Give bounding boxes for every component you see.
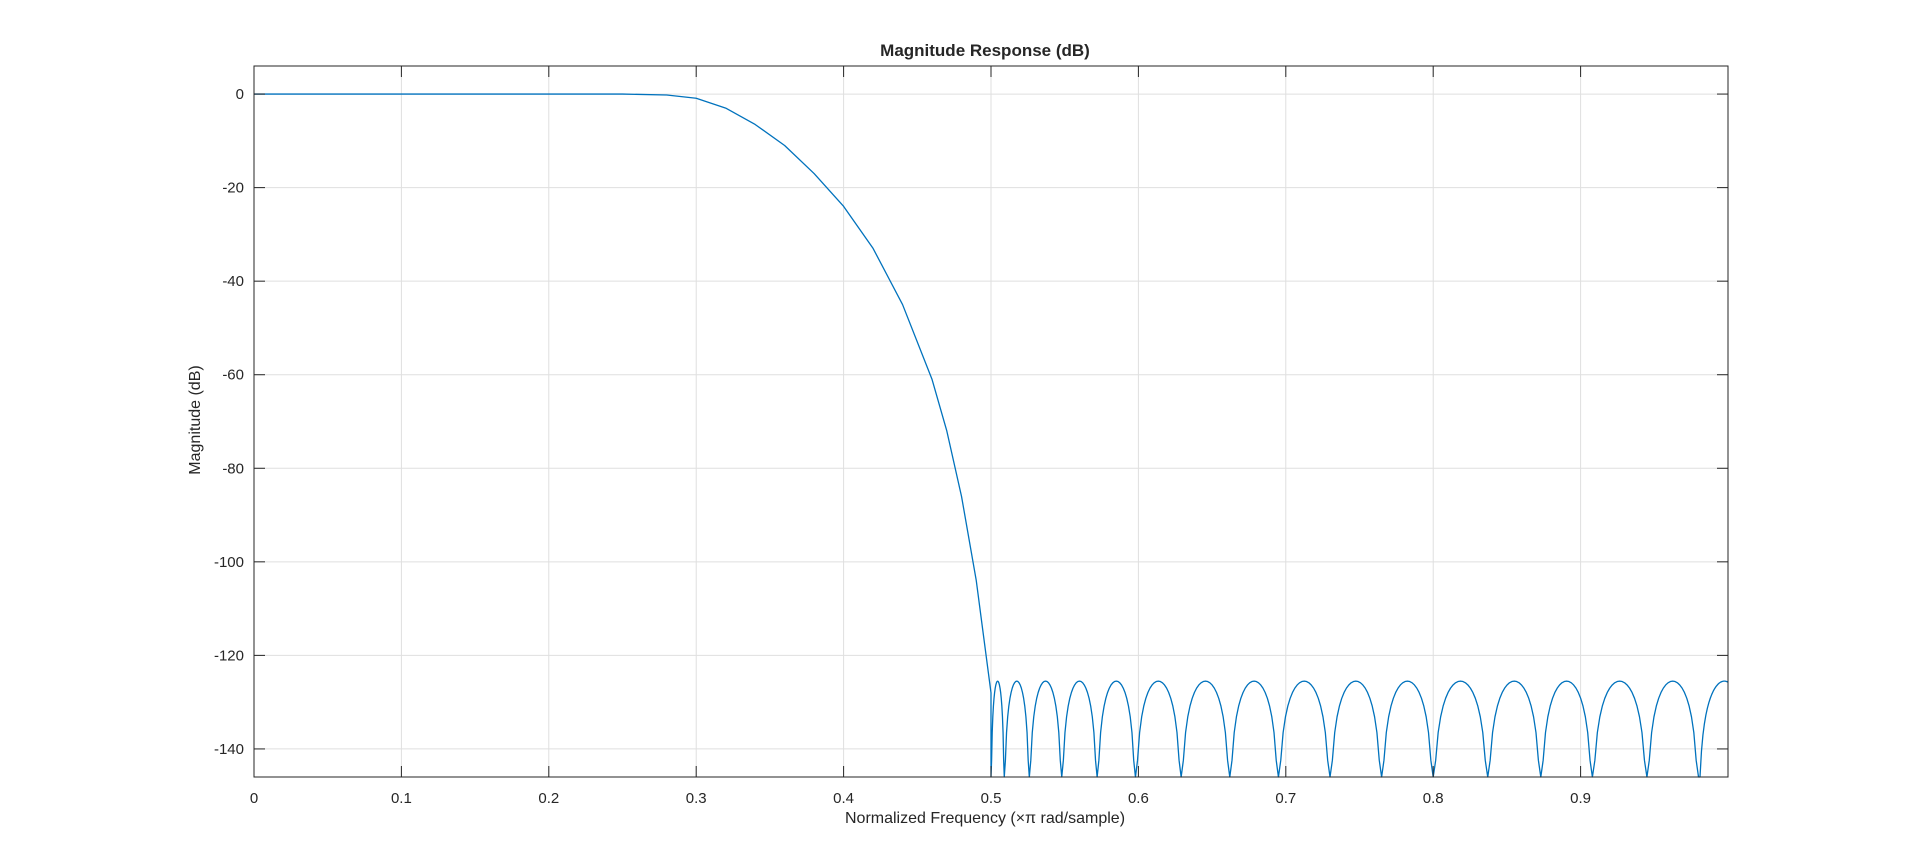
x-tick-label: 0.9 (1570, 790, 1591, 807)
y-axis-label: Magnitude (dB) (187, 365, 204, 474)
x-tick-label: 0.8 (1423, 790, 1444, 807)
x-tick-label: 0.2 (538, 790, 559, 807)
x-axis-label: Normalized Frequency (×π rad/sample) (845, 810, 1125, 827)
x-tick-label: 0.3 (686, 790, 707, 807)
x-tick-label: 0.1 (391, 790, 412, 807)
y-tick-label: -40 (222, 273, 244, 290)
y-tick-label: -60 (222, 367, 244, 384)
y-tick-label: -140 (214, 741, 244, 758)
y-tick-label: -80 (222, 460, 244, 477)
x-tick-label: 0.7 (1275, 790, 1296, 807)
chart-title: Magnitude Response (dB) (880, 41, 1090, 60)
magnitude-response-line (254, 93, 1729, 778)
x-tick-label: 0.4 (833, 790, 854, 807)
x-tick-label: 0.6 (1128, 790, 1149, 807)
y-tick-label: 0 (236, 86, 244, 103)
y-tick-label: -20 (222, 180, 244, 197)
x-tick-label: 0 (250, 790, 258, 807)
y-tick-label: -120 (214, 647, 244, 664)
y-tick-label: -100 (214, 554, 244, 571)
x-tick-label: 0.5 (981, 790, 1002, 807)
